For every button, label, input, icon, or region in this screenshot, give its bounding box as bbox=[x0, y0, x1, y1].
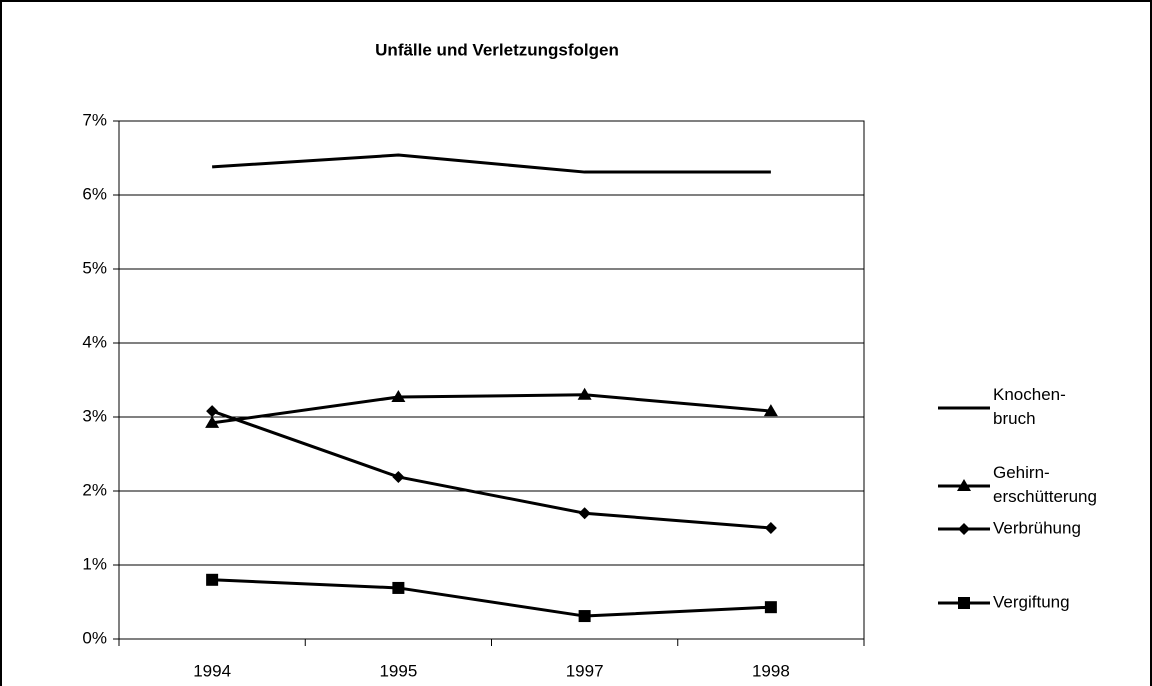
series-line bbox=[211, 409, 771, 530]
y-tick-label: 5% bbox=[82, 258, 107, 277]
y-tick-label: 0% bbox=[82, 628, 107, 647]
marker bbox=[205, 415, 220, 428]
marker bbox=[392, 470, 405, 483]
x-tick-label: 1997 bbox=[566, 661, 604, 680]
plot-area bbox=[118, 120, 865, 640]
series-line bbox=[211, 393, 772, 425]
marker bbox=[391, 390, 406, 403]
x-tick-label: 1998 bbox=[752, 661, 790, 680]
series-line bbox=[212, 578, 771, 618]
legend-label: Gehirn-erschütterung bbox=[993, 463, 1097, 506]
marker bbox=[206, 405, 219, 418]
marker bbox=[958, 597, 970, 609]
marker bbox=[577, 387, 592, 400]
x-tick-label: 1995 bbox=[379, 661, 417, 680]
legend-label: Knochen-bruch bbox=[993, 385, 1066, 428]
marker bbox=[958, 523, 970, 535]
series-line bbox=[212, 153, 771, 174]
y-tick-label: 6% bbox=[82, 184, 107, 203]
y-tick-label: 2% bbox=[82, 480, 107, 499]
y-tick-label: 3% bbox=[82, 406, 107, 425]
marker bbox=[957, 479, 971, 491]
chart-title: Unfälle und Verletzungsfolgen bbox=[375, 40, 619, 59]
legend-label: Vergiftung bbox=[993, 592, 1070, 611]
marker bbox=[764, 601, 777, 614]
legend-label: Verbrühung bbox=[993, 518, 1081, 537]
y-tick-label: 4% bbox=[82, 332, 107, 351]
marker bbox=[764, 522, 777, 534]
marker bbox=[392, 581, 405, 594]
y-tick-label: 1% bbox=[82, 554, 107, 573]
marker bbox=[578, 610, 591, 623]
marker bbox=[578, 507, 591, 520]
marker bbox=[206, 573, 219, 586]
x-tick-label: 1994 bbox=[193, 661, 231, 680]
y-tick-label: 7% bbox=[82, 110, 107, 129]
marker bbox=[763, 404, 778, 417]
